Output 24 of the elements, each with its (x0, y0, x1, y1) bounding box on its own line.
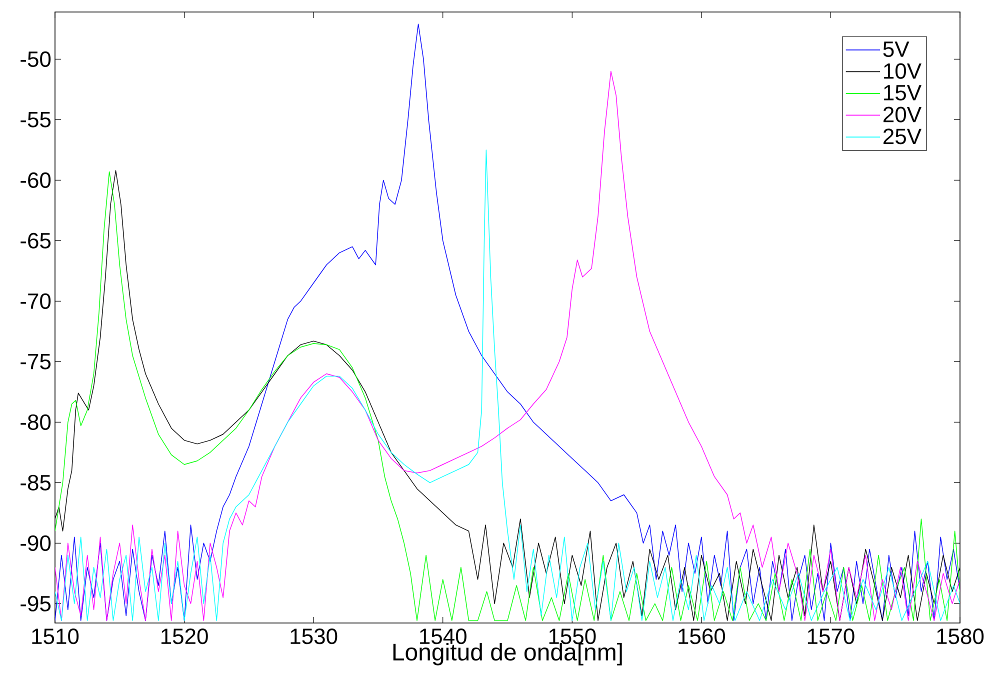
y-tick-label: -95 (20, 596, 51, 612)
y-tick-label: -50 (20, 51, 51, 67)
y-tick-label: -85 (20, 474, 51, 490)
y-tick-label: -70 (20, 293, 51, 309)
legend-label: 25V (884, 128, 922, 144)
x-tick-label: 1560 (678, 628, 726, 644)
legend-label: 10V (884, 63, 922, 79)
y-tick-label: -65 (20, 232, 51, 248)
legend-label: 20V (884, 106, 922, 122)
x-tick-label: 1530 (290, 628, 338, 644)
y-tick-label: -60 (20, 172, 51, 188)
y-tick-label: -75 (20, 354, 51, 370)
legend-label: 5V (883, 42, 910, 57)
x-tick-label: 1550 (549, 628, 596, 644)
x-tick-label: 1580 (937, 628, 984, 644)
legend-label: 15V (884, 85, 922, 100)
y-tick-label: -55 (20, 112, 51, 128)
x-tick-label: 1570 (808, 628, 854, 644)
x-tick-label: 1540 (420, 628, 466, 644)
y-tick-label: -90 (20, 535, 51, 551)
x-tick-label: 1520 (161, 628, 208, 644)
x-tick-label: 1510 (32, 628, 79, 644)
x-axis-title: Longitud de onda[nm] (393, 642, 622, 666)
y-tick-label: -80 (20, 414, 51, 430)
